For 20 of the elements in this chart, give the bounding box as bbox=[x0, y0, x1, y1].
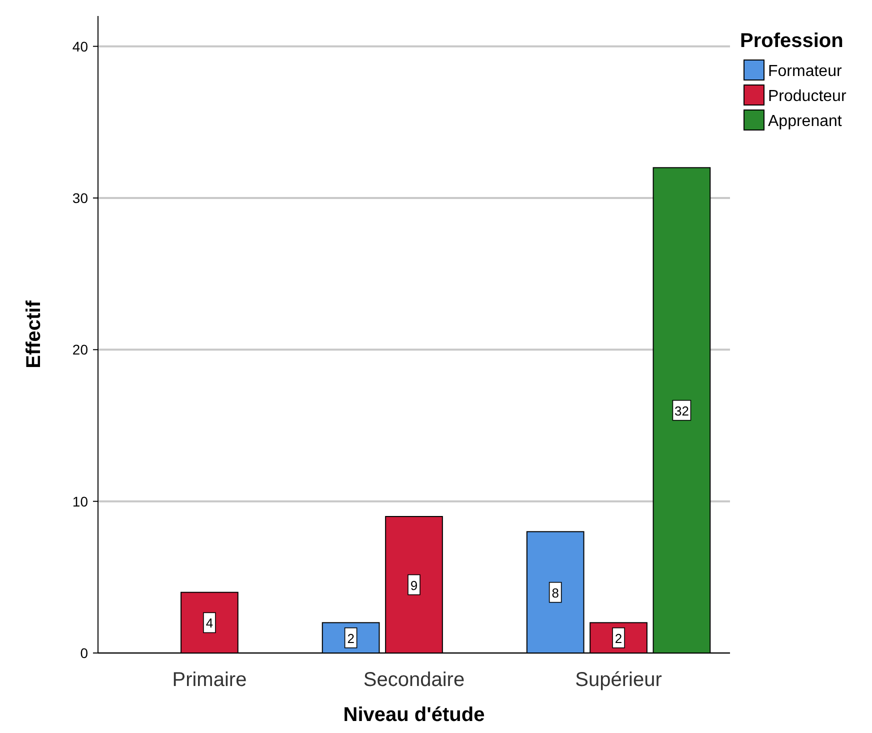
y-tick-label: 10 bbox=[72, 493, 88, 510]
y-axis-title: Effectif bbox=[23, 300, 45, 368]
data-label: 8 bbox=[552, 585, 559, 600]
y-tick-label: 20 bbox=[72, 342, 88, 358]
data-label: 4 bbox=[206, 616, 214, 631]
x-tick-label: Primaire bbox=[172, 669, 247, 691]
legend-label: Producteur bbox=[768, 88, 847, 105]
x-tick-label: Secondaire bbox=[363, 669, 465, 691]
y-tick-label: 0 bbox=[80, 645, 88, 661]
y-tick-label: 40 bbox=[72, 38, 88, 54]
x-axis-title: Niveau d'étude bbox=[343, 704, 485, 726]
legend-label: Apprenant bbox=[768, 113, 842, 130]
legend-label: Formateur bbox=[768, 63, 842, 80]
data-label: 9 bbox=[410, 578, 418, 593]
legend-title: Profession bbox=[740, 30, 844, 52]
x-tick-label: Supérieur bbox=[575, 669, 662, 691]
data-label: 2 bbox=[347, 630, 354, 646]
data-label: 2 bbox=[614, 630, 622, 646]
data-label: 32 bbox=[674, 403, 689, 418]
y-tick-label: 30 bbox=[72, 190, 88, 206]
